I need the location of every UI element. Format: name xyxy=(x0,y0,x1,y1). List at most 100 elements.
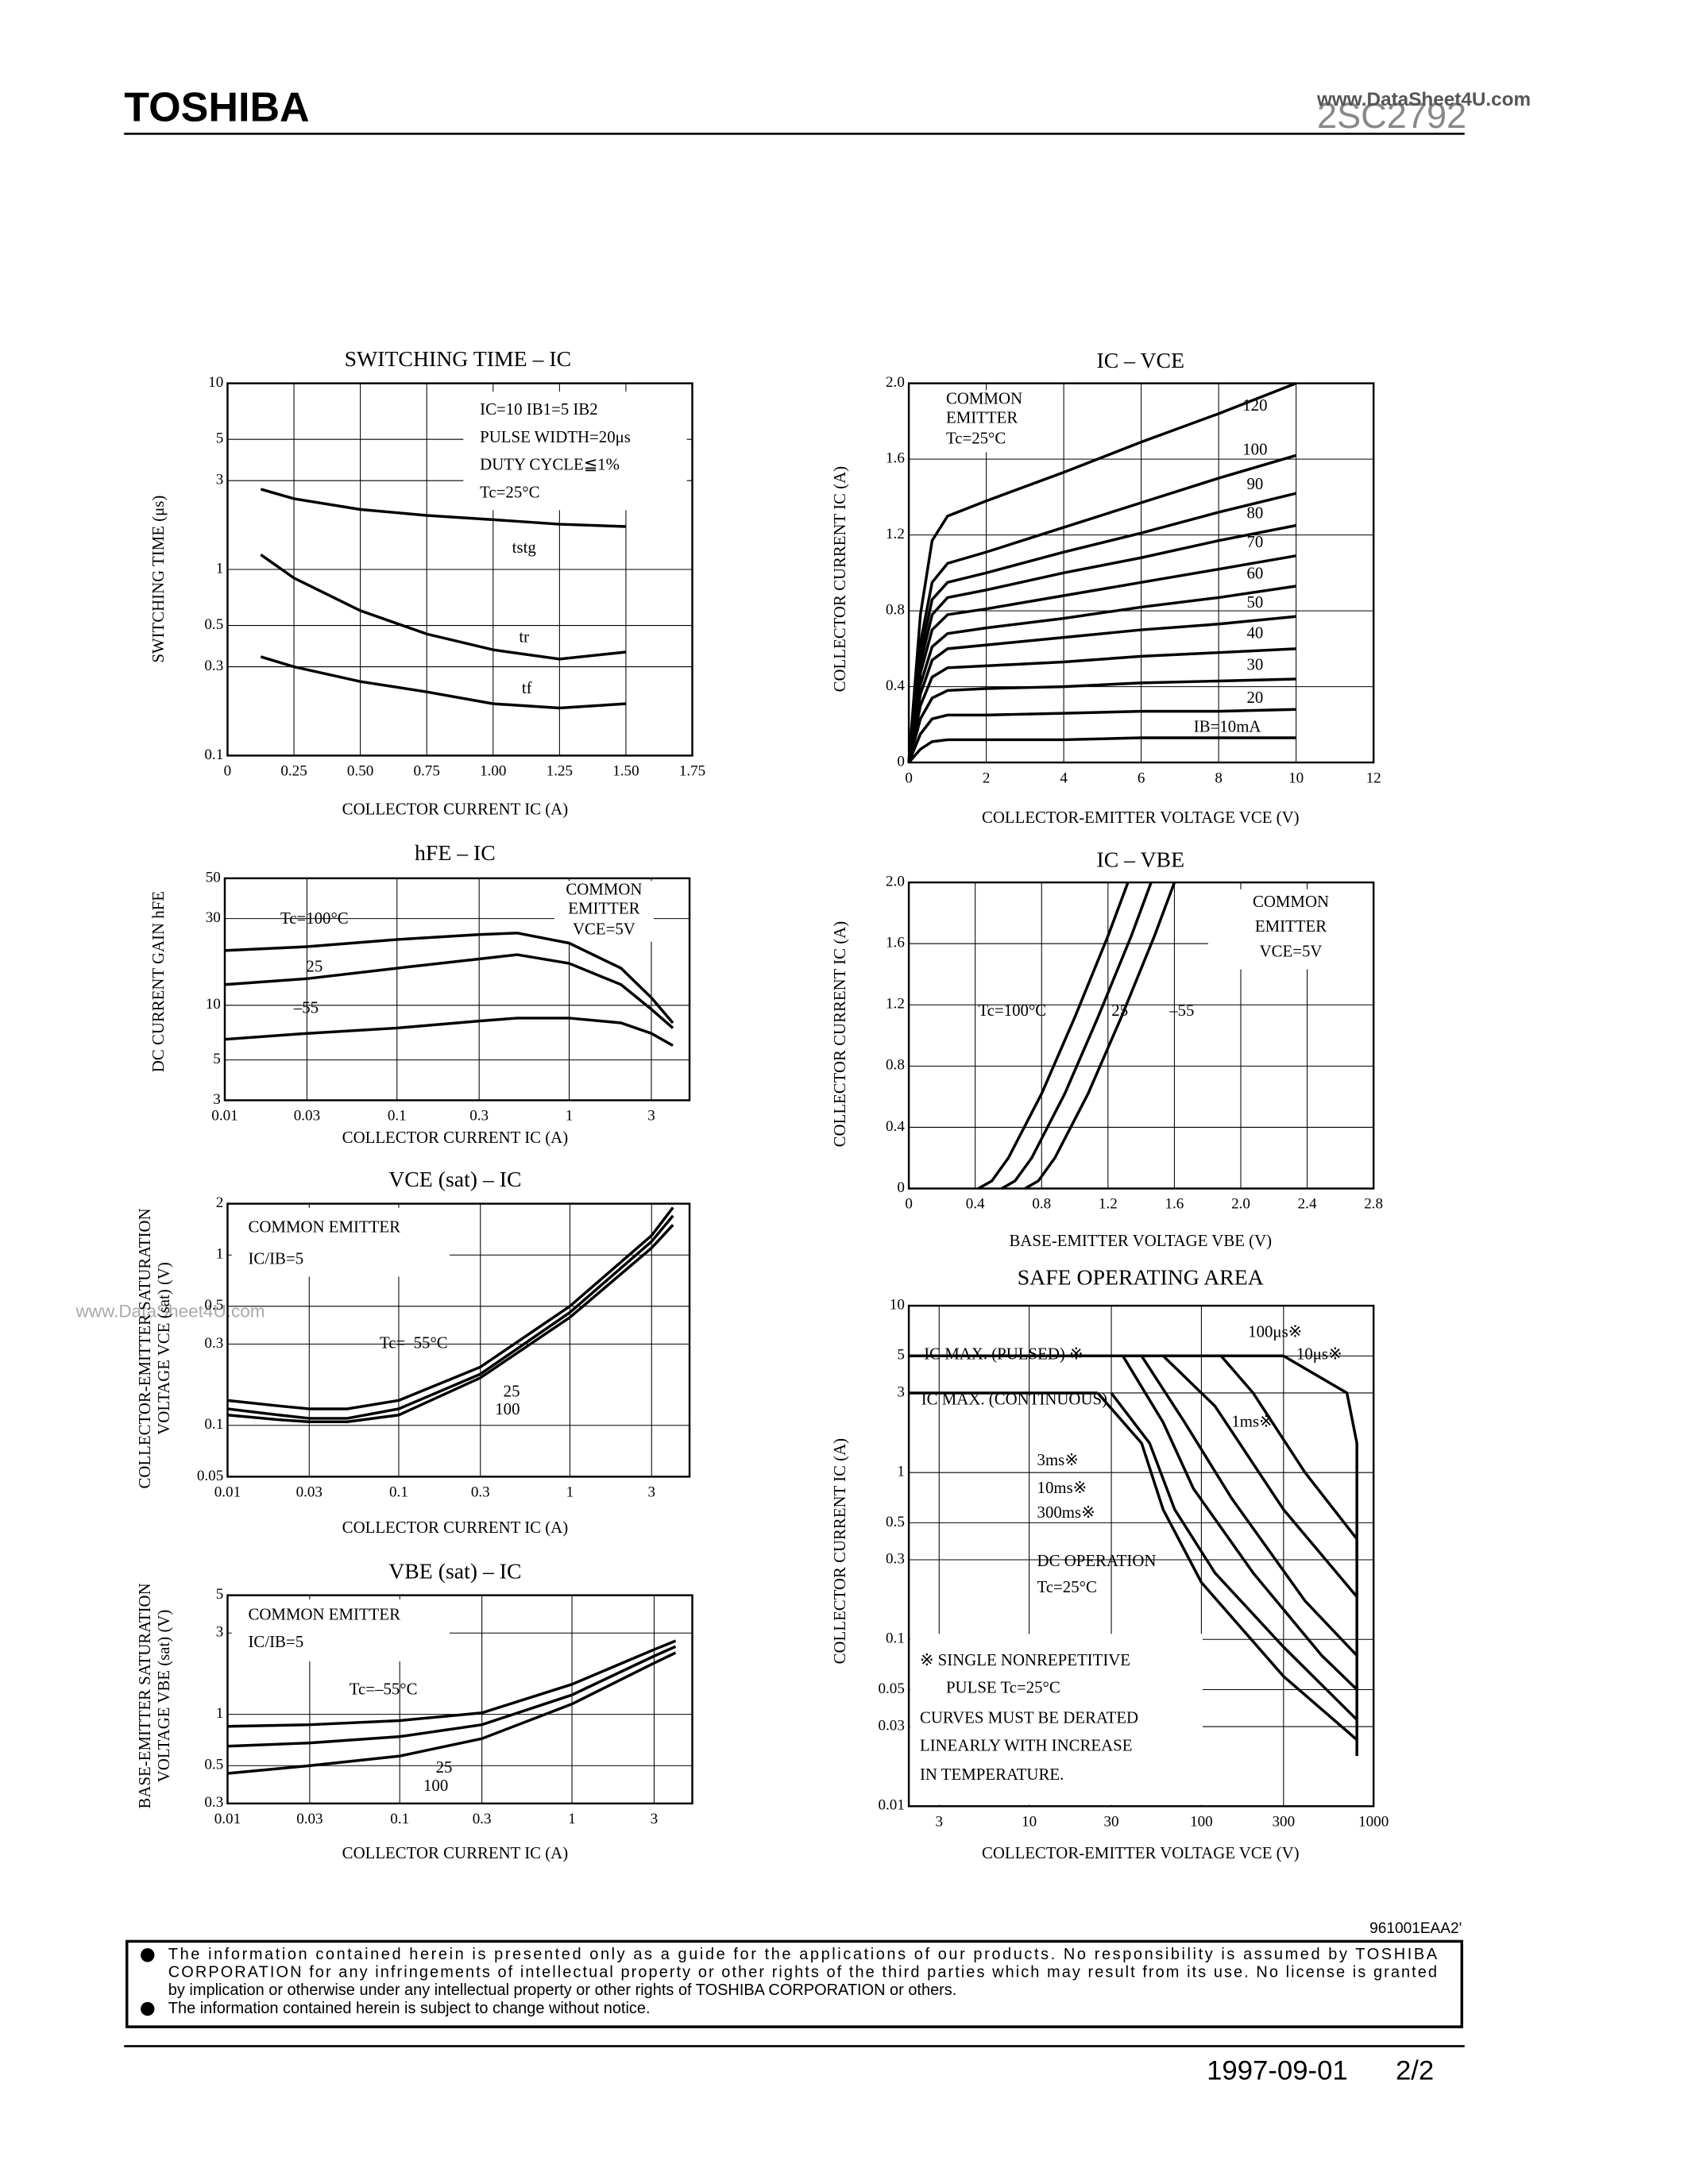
curve-label: 50 xyxy=(1246,592,1263,612)
curve-label: 100 xyxy=(423,1776,448,1795)
y-tick-label: 5 xyxy=(216,430,224,447)
x-tick-label: 0.50 xyxy=(347,763,373,780)
curve xyxy=(224,932,674,1024)
curve xyxy=(907,453,1297,763)
curve xyxy=(227,1651,677,1775)
y-tick-label: 0.5 xyxy=(204,1297,223,1314)
annotation: COMMON xyxy=(1253,892,1329,911)
x-tick-label: 0.1 xyxy=(389,1484,408,1501)
y-axis-label: COLLECTOR-EMITTER SATURATION xyxy=(135,1208,154,1488)
annotation: VCE=5V xyxy=(573,920,635,939)
x-tick-label: 0.01 xyxy=(214,1811,241,1827)
legend-box xyxy=(910,1634,1203,1805)
chart-title: SWITCHING TIME – IC xyxy=(345,347,572,372)
x-axis-label: COLLECTOR CURRENT IC (A) xyxy=(342,800,569,819)
plot-frame xyxy=(226,1202,691,1478)
x-axis-label: COLLECTOR CURRENT IC (A) xyxy=(342,1843,569,1862)
curve-label: DC OPERATION xyxy=(1037,1551,1157,1570)
annotation: LINEARLY WITH INCREASE xyxy=(920,1735,1133,1754)
date: 1997-09-01 xyxy=(1207,2056,1348,2086)
y-tick-label: 1.6 xyxy=(886,450,905,467)
legend-box xyxy=(463,392,687,511)
y-tick-label: 3 xyxy=(213,1091,221,1108)
notice-line: CORPORATION for any infringements of int… xyxy=(168,1964,1437,1981)
x-tick-label: 0.03 xyxy=(296,1811,323,1827)
curve-label: 25 xyxy=(306,957,323,976)
legend-box xyxy=(554,881,654,942)
notice-line: The information contained herein is pres… xyxy=(168,1946,1438,1963)
curve-label: 70 xyxy=(1246,532,1263,551)
y-axis-label: SWITCHING TIME (μs) xyxy=(149,496,168,663)
annotation: EMITTER xyxy=(1255,916,1327,936)
y-tick-label: 0.1 xyxy=(886,1630,905,1647)
x-axis-label: COLLECTOR CURRENT IC (A) xyxy=(342,1128,569,1147)
x-axis-label: COLLECTOR-EMITTER VOLTAGE VCE (V) xyxy=(982,1843,1300,1862)
curve-label: 1ms※ xyxy=(1231,1411,1273,1430)
y-tick-label: 0.05 xyxy=(878,1680,904,1697)
curve-label: 10μs※ xyxy=(1296,1344,1342,1363)
x-tick-label: 0.03 xyxy=(296,1484,323,1501)
y-tick-label: 0.1 xyxy=(204,747,223,763)
legend-box xyxy=(231,1207,450,1277)
x-tick-label: 3 xyxy=(647,1108,655,1125)
annotation: COMMON xyxy=(566,879,642,898)
curve xyxy=(907,736,1296,764)
annotation: Tc=25°C xyxy=(1037,1577,1097,1596)
y-axis-label: VOLTAGE VBE (sat) (V) xyxy=(154,1610,173,1783)
curve-label: 80 xyxy=(1246,503,1263,522)
curve-label: Tc=100°C xyxy=(280,909,349,928)
annotation: Tc=25°C xyxy=(480,482,539,501)
x-tick-label: 0.3 xyxy=(469,1108,489,1125)
curve-label: 25 xyxy=(1111,1001,1128,1020)
y-tick-label: 1 xyxy=(216,560,224,577)
curve-label: 100 xyxy=(1242,439,1267,458)
curve-label: 25 xyxy=(436,1758,453,1777)
y-tick-label: 0 xyxy=(897,753,905,770)
curve xyxy=(1162,1355,1358,1598)
curve-label: IC MAX. (CONTINUOUS) xyxy=(921,1390,1107,1409)
y-tick-label: 0.3 xyxy=(204,1335,223,1352)
y-tick-label: 0.8 xyxy=(886,1057,905,1074)
curve xyxy=(260,554,627,661)
curve-label: Tc=–55°C xyxy=(350,1679,418,1698)
y-tick-label: 5 xyxy=(213,1051,221,1067)
curve xyxy=(227,1224,674,1424)
annotation: Tc=25°C xyxy=(946,429,1006,448)
y-axis-label: COLLECTOR CURRENT IC (A) xyxy=(830,921,849,1148)
x-tick-label: 2.0 xyxy=(1231,1196,1250,1213)
y-tick-label: 5 xyxy=(216,1586,224,1603)
annotation: VCE=5V xyxy=(1260,941,1323,960)
x-tick-label: 0.01 xyxy=(214,1484,241,1501)
curve xyxy=(907,647,1296,763)
notice-line: by implication or otherwise under any in… xyxy=(168,1981,957,1999)
x-tick-label: 1 xyxy=(566,1108,574,1125)
curve-label: 100 xyxy=(495,1399,520,1418)
y-tick-label: 0.8 xyxy=(886,601,905,618)
x-tick-label: 3 xyxy=(935,1814,943,1831)
y-axis-label: BASE-EMITTER SATURATION xyxy=(135,1583,154,1808)
x-tick-label: 30 xyxy=(1104,1814,1119,1831)
y-tick-label: 10 xyxy=(890,1296,905,1313)
curve-label: Tc=100°C xyxy=(978,1001,1046,1020)
legend-box xyxy=(231,1599,450,1662)
y-tick-label: 1 xyxy=(216,1705,224,1722)
curve-label: 60 xyxy=(1246,564,1263,583)
annotation: PULSE Tc=25°C xyxy=(946,1678,1060,1697)
y-tick-label: 0.1 xyxy=(204,1416,223,1433)
plot-frame xyxy=(226,382,693,757)
curve xyxy=(1219,1355,1358,1757)
watermark: www.DataSheet4U.com xyxy=(1316,89,1531,110)
y-tick-label: 10 xyxy=(206,996,221,1013)
x-tick-label: 2.8 xyxy=(1364,1196,1383,1213)
curve xyxy=(227,1214,674,1420)
x-tick-label: 0.1 xyxy=(388,1108,407,1125)
annotation: EMITTER xyxy=(568,899,639,918)
y-tick-label: 0.03 xyxy=(878,1717,904,1734)
y-tick-label: 0.05 xyxy=(197,1468,223,1484)
x-tick-label: 0.4 xyxy=(966,1196,985,1213)
curve xyxy=(1282,1354,1358,1561)
x-tick-label: 0 xyxy=(905,770,913,786)
doc-code: 961001EAA2' xyxy=(1369,1920,1462,1937)
y-tick-label: 1.6 xyxy=(886,935,905,951)
y-tick-label: 2.0 xyxy=(886,873,905,889)
